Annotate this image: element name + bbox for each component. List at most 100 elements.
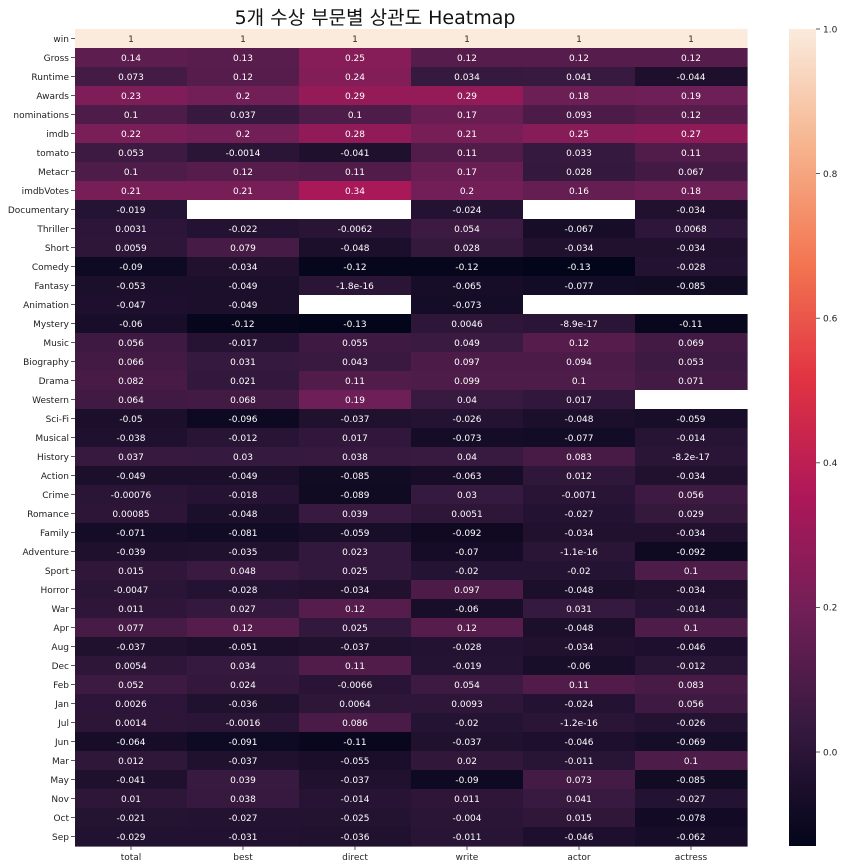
cell-value-label: -0.02 <box>567 567 590 577</box>
heatmap-cell <box>75 124 188 144</box>
cell-value-label: 0.052 <box>118 681 144 691</box>
cell-value-label: -0.049 <box>228 301 257 311</box>
cell-value-label: 0.054 <box>454 225 480 235</box>
cell-value-label: 0.034 <box>230 662 256 672</box>
heatmap-cell <box>523 390 636 410</box>
heatmap-cell <box>411 675 524 695</box>
cell-value-label: 0.0068 <box>675 225 707 235</box>
heatmap-cell <box>75 580 188 600</box>
cell-value-label: -0.031 <box>228 833 257 843</box>
cell-value-label: -0.0062 <box>338 225 373 235</box>
cell-value-label: 1 <box>576 35 582 45</box>
heatmap-cell <box>299 352 412 372</box>
heatmap-cell <box>523 67 636 87</box>
heatmap-cell <box>523 238 636 258</box>
heatmap-cell <box>635 124 748 144</box>
heatmap-cell <box>187 618 300 638</box>
cell-value-label: 0.23 <box>121 92 141 102</box>
cell-value-label: 0.1 <box>684 624 698 634</box>
heatmap-cell <box>635 162 748 182</box>
heatmap-cell <box>75 751 188 771</box>
cell-value-label: 0.064 <box>118 396 144 406</box>
cell-value-label: 0.083 <box>678 681 704 691</box>
cell-value-label: 0.094 <box>566 358 592 368</box>
heatmap-cell <box>187 276 300 296</box>
y-axis-tick-label: War <box>51 605 69 615</box>
cell-value-label: -0.046 <box>564 738 593 748</box>
heatmap-cell <box>75 447 188 467</box>
y-axis-tick-label: Sci-Fi <box>46 415 69 425</box>
cell-value-label: -0.048 <box>564 586 593 596</box>
cell-value-label: 0.17 <box>457 111 477 121</box>
cell-value-label: -0.13 <box>343 320 366 330</box>
cell-value-label: 0.056 <box>118 339 144 349</box>
x-axis-tick-label: best <box>233 853 253 863</box>
cell-value-label: 0.073 <box>566 776 592 786</box>
cell-value-label: -0.019 <box>452 662 481 672</box>
heatmap-cell <box>635 428 748 448</box>
cell-value-label: 0.12 <box>345 605 365 615</box>
y-axis-tick-label: nominations <box>13 111 69 121</box>
cell-value-label: 0.029 <box>678 510 704 520</box>
cell-value-label: 0.055 <box>342 339 368 349</box>
cell-value-label: 0.18 <box>681 187 701 197</box>
heatmap-cell <box>635 352 748 372</box>
heatmap-cell <box>411 181 524 201</box>
cell-value-label: 0.18 <box>569 92 589 102</box>
cell-value-label: 0.041 <box>566 795 592 805</box>
heatmap-cell <box>523 789 636 809</box>
heatmap-cell <box>187 352 300 372</box>
heatmap-cell <box>299 808 412 828</box>
cell-value-label: 0.29 <box>457 92 477 102</box>
cell-value-label: 0.11 <box>345 168 365 178</box>
heatmap-cell <box>75 352 188 372</box>
heatmap-cell <box>299 732 412 752</box>
cell-value-label: -0.037 <box>340 415 369 425</box>
cell-value-label: 0.028 <box>454 244 480 254</box>
cell-value-label: -0.036 <box>228 700 257 710</box>
cell-value-label: 0.19 <box>681 92 701 102</box>
cell-value-label: -0.085 <box>676 282 705 292</box>
heatmap-cell <box>635 143 748 163</box>
cell-value-label: -0.027 <box>564 510 593 520</box>
cell-value-label: 0.037 <box>118 453 144 463</box>
cell-value-label: -0.038 <box>116 434 145 444</box>
cell-value-label: -0.065 <box>452 282 481 292</box>
cell-value-label: 0.048 <box>230 567 256 577</box>
heatmap-cell <box>187 827 300 847</box>
heatmap-cell <box>299 694 412 714</box>
heatmap-cell <box>635 732 748 752</box>
cell-value-label: 0.12 <box>233 73 253 83</box>
cell-value-label: -0.07 <box>455 548 478 558</box>
cell-value-label: 0.021 <box>230 377 256 387</box>
cell-value-label: -8.9e-17 <box>560 320 598 330</box>
heatmap-cell <box>75 295 188 315</box>
cell-value-label: -0.0066 <box>338 681 373 691</box>
cell-value-label: -0.004 <box>452 814 481 824</box>
y-axis-tick-label: Thriller <box>36 225 69 235</box>
cell-value-label: -0.028 <box>228 586 257 596</box>
cell-value-label: -0.039 <box>116 548 145 558</box>
heatmap-cell <box>523 86 636 106</box>
cell-value-label: -0.034 <box>676 529 705 539</box>
heatmap-cell <box>411 827 524 847</box>
heatmap-cell <box>411 656 524 676</box>
cell-value-label: -0.13 <box>567 263 590 273</box>
heatmap-cell <box>299 827 412 847</box>
cell-value-label: 0.0031 <box>115 225 147 235</box>
cell-value-label: 0.12 <box>233 624 253 634</box>
heatmap-cell <box>299 105 412 125</box>
heatmap-cell <box>523 428 636 448</box>
cell-value-label: -0.034 <box>676 206 705 216</box>
heatmap-cell <box>299 675 412 695</box>
heatmap-cell <box>187 789 300 809</box>
cell-value-label: -0.091 <box>228 738 257 748</box>
heatmap-cell <box>75 409 188 429</box>
cell-value-label: -0.00076 <box>111 491 152 501</box>
heatmap-cell <box>523 751 636 771</box>
cell-value-label: 0.28 <box>345 130 365 140</box>
heatmap-cell <box>635 618 748 638</box>
cell-value-label: 0.028 <box>566 168 592 178</box>
cell-value-label: -0.062 <box>676 833 705 843</box>
heatmap-cell <box>75 67 188 87</box>
